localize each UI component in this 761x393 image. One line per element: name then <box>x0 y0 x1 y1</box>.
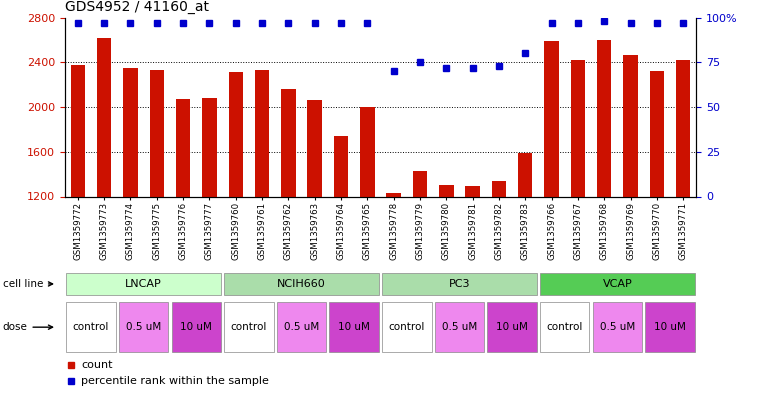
Bar <box>224 302 274 352</box>
Bar <box>544 41 559 196</box>
Text: control: control <box>231 322 267 332</box>
Text: cell line: cell line <box>2 279 53 289</box>
Bar <box>176 99 190 196</box>
Bar <box>224 273 379 295</box>
Bar <box>645 302 695 352</box>
Text: 0.5 uM: 0.5 uM <box>600 322 635 332</box>
Bar <box>334 136 349 196</box>
Bar <box>66 273 221 295</box>
Bar <box>307 100 322 196</box>
Bar <box>281 89 295 196</box>
Bar <box>330 302 379 352</box>
Text: GDS4952 / 41160_at: GDS4952 / 41160_at <box>65 0 209 14</box>
Text: 0.5 uM: 0.5 uM <box>442 322 477 332</box>
Text: LNCAP: LNCAP <box>126 279 162 289</box>
Bar <box>119 302 168 352</box>
Bar <box>439 185 454 196</box>
Text: VCAP: VCAP <box>603 279 632 289</box>
Bar <box>360 107 374 196</box>
Text: control: control <box>389 322 425 332</box>
Text: control: control <box>546 322 583 332</box>
Bar <box>202 98 217 196</box>
Bar <box>487 302 537 352</box>
Text: NCIH660: NCIH660 <box>277 279 326 289</box>
Text: 10 uM: 10 uM <box>654 322 686 332</box>
Text: percentile rank within the sample: percentile rank within the sample <box>81 376 269 386</box>
Bar <box>97 38 111 197</box>
Bar <box>66 302 116 352</box>
Bar <box>571 60 585 196</box>
Bar <box>676 60 690 196</box>
Bar <box>123 68 138 196</box>
Text: control: control <box>73 322 109 332</box>
Text: 10 uM: 10 uM <box>496 322 528 332</box>
Bar <box>387 193 401 196</box>
Text: 10 uM: 10 uM <box>180 322 212 332</box>
Text: dose: dose <box>2 322 53 332</box>
Bar <box>540 302 590 352</box>
Bar <box>150 70 164 196</box>
Bar <box>593 302 642 352</box>
Bar <box>412 171 427 196</box>
Text: PC3: PC3 <box>449 279 470 289</box>
Text: count: count <box>81 360 113 371</box>
Bar <box>540 273 695 295</box>
Text: 0.5 uM: 0.5 uM <box>284 322 319 332</box>
Bar <box>71 64 85 196</box>
Bar <box>650 71 664 196</box>
Bar <box>518 153 533 196</box>
Bar <box>492 181 506 196</box>
Bar <box>597 40 611 196</box>
Bar <box>623 55 638 196</box>
Bar <box>382 273 537 295</box>
Bar <box>171 302 221 352</box>
Bar <box>277 302 326 352</box>
Bar <box>382 302 431 352</box>
Text: 10 uM: 10 uM <box>338 322 370 332</box>
Bar <box>466 186 480 196</box>
Bar <box>228 72 243 196</box>
Bar <box>435 302 484 352</box>
Bar <box>255 70 269 196</box>
Text: 0.5 uM: 0.5 uM <box>126 322 161 332</box>
